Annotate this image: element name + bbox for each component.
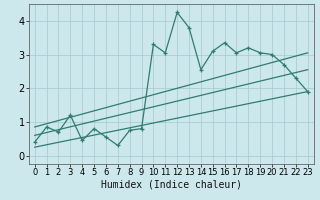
X-axis label: Humidex (Indice chaleur): Humidex (Indice chaleur) — [101, 180, 242, 190]
